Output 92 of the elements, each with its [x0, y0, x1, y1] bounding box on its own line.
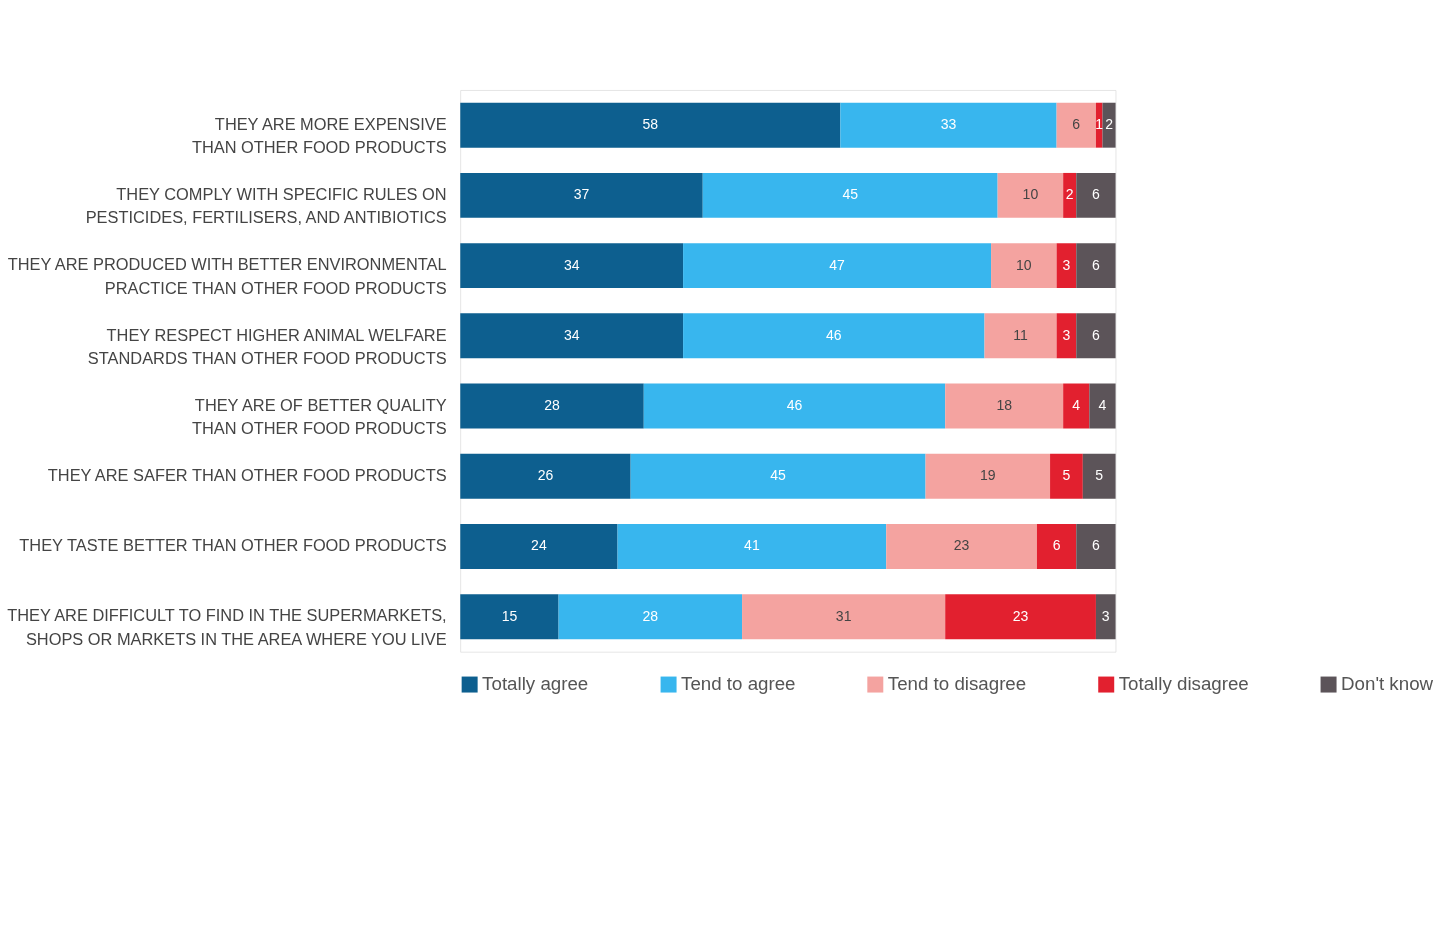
data-label: 11 — [1013, 326, 1029, 343]
data-label: 34 — [563, 256, 580, 273]
data-label: 46 — [826, 326, 842, 343]
legend-label: Totally agree — [482, 673, 589, 695]
bar — [460, 172, 703, 218]
data-label: 10 — [1022, 186, 1039, 203]
y-tick-label: THEY ARE MORE EXPENSIVE THAN OTHER FOOD PRODUCTS — [191, 114, 447, 157]
data-label: 26 — [537, 467, 554, 484]
y-tick-label: THEY ARE OF BETTER QUALITY THAN OTHER FOOD PRODUCTS — [191, 395, 447, 438]
legend-label: Tend to agree — [681, 673, 796, 695]
legend-label: Don't know — [1341, 673, 1434, 695]
data-label: 18 — [996, 396, 1013, 413]
y-tick-label: THEY COMPLY WITH SPECIFIC RULES ON PESTICIDES, FERTILISERS, AND ANTIBIOTICS — [85, 185, 447, 227]
bar — [991, 243, 1057, 289]
bar — [1076, 524, 1116, 569]
bar — [945, 383, 1064, 429]
bar — [702, 172, 998, 218]
data-label: 6 — [1092, 186, 1101, 203]
y-tick-label: THEY ARE DIFFICULT TO FIND IN THE SUPERMARKETS, SHOPS OR MARKETS IN THE AREA WHERE YOU LIVE — [7, 606, 447, 648]
data-label: 2 — [1065, 186, 1074, 203]
data-label: 37 — [573, 186, 590, 203]
data-label: 5 — [1062, 467, 1071, 484]
data-label: 34 — [563, 326, 580, 343]
data-label: 3 — [1062, 256, 1071, 273]
bar — [945, 594, 1096, 640]
bar — [997, 172, 1064, 218]
data-label: 28 — [544, 396, 561, 413]
data-label: 47 — [829, 256, 846, 273]
bar — [840, 102, 1057, 148]
bar — [643, 383, 946, 429]
data-label: 31 — [835, 607, 852, 624]
bar — [460, 383, 644, 429]
bar — [886, 524, 1037, 569]
data-label: 3 — [1062, 326, 1071, 343]
bar — [460, 453, 631, 499]
bar — [1056, 243, 1077, 289]
bar — [630, 453, 926, 499]
bar — [1063, 172, 1077, 218]
data-label: 58 — [642, 116, 659, 133]
bar — [1076, 313, 1116, 359]
y-tick-label: THEY TASTE BETTER THAN OTHER FOOD PRODUCTS — [19, 536, 447, 555]
bar — [1089, 383, 1116, 429]
bar — [558, 594, 743, 640]
data-label: 6 — [1052, 537, 1061, 554]
data-label: 6 — [1092, 537, 1101, 554]
data-label: 46 — [786, 396, 803, 413]
data-label: 33 — [940, 116, 957, 133]
bar — [460, 313, 684, 359]
bar — [460, 102, 841, 148]
data-label: 23 — [1012, 607, 1029, 624]
bar — [460, 524, 618, 569]
bar — [1063, 383, 1090, 429]
data-label: 5 — [1095, 467, 1104, 484]
bar — [1056, 313, 1077, 359]
data-label: 23 — [953, 537, 970, 554]
data-label: 15 — [501, 607, 518, 624]
bar — [1102, 102, 1116, 148]
data-label: 10 — [1016, 256, 1032, 273]
data-label: 6 — [1072, 116, 1081, 133]
bar — [683, 313, 985, 359]
y-tick-label: THEY ARE PRODUCED WITH BETTER ENVIRONMENTAL PRACTICE THAN OTHER FOOD PRODUCTS — [7, 255, 447, 297]
data-label: 3 — [1101, 607, 1110, 624]
bar — [925, 453, 1051, 499]
legend-label: Totally disagree — [1118, 673, 1249, 695]
y-tick-label: THEY RESPECT HIGHER ANIMAL WELFARE STANDARDS THAN OTHER FOOD PRODUCTS — [87, 325, 447, 367]
bar — [984, 313, 1057, 359]
legend-label: Tend to disagree — [887, 673, 1027, 695]
data-label: 4 — [1098, 396, 1107, 413]
data-label: 6 — [1092, 256, 1101, 273]
bar — [1095, 594, 1116, 640]
bar — [1050, 453, 1083, 499]
bar — [460, 243, 684, 289]
bar — [1076, 243, 1116, 289]
bar — [1036, 524, 1077, 569]
data-label: 45 — [842, 186, 859, 203]
bar — [683, 243, 992, 289]
bar — [1082, 453, 1116, 499]
bar — [1076, 172, 1116, 218]
data-label: 4 — [1072, 396, 1081, 413]
bar — [460, 594, 559, 640]
bar — [742, 594, 946, 640]
y-tick-label: THEY ARE SAFER THAN OTHER FOOD PRODUCTS — [47, 465, 447, 484]
data-label: 45 — [770, 467, 787, 484]
data-label: 19 — [980, 467, 996, 484]
data-label: 1 — [1095, 116, 1104, 133]
data-label: 2 — [1105, 116, 1114, 133]
data-label: 41 — [744, 537, 760, 554]
data-label: 6 — [1092, 326, 1101, 343]
data-label: 24 — [531, 537, 547, 554]
bar — [617, 524, 887, 569]
bar — [1056, 102, 1096, 148]
data-label: 28 — [642, 607, 659, 624]
